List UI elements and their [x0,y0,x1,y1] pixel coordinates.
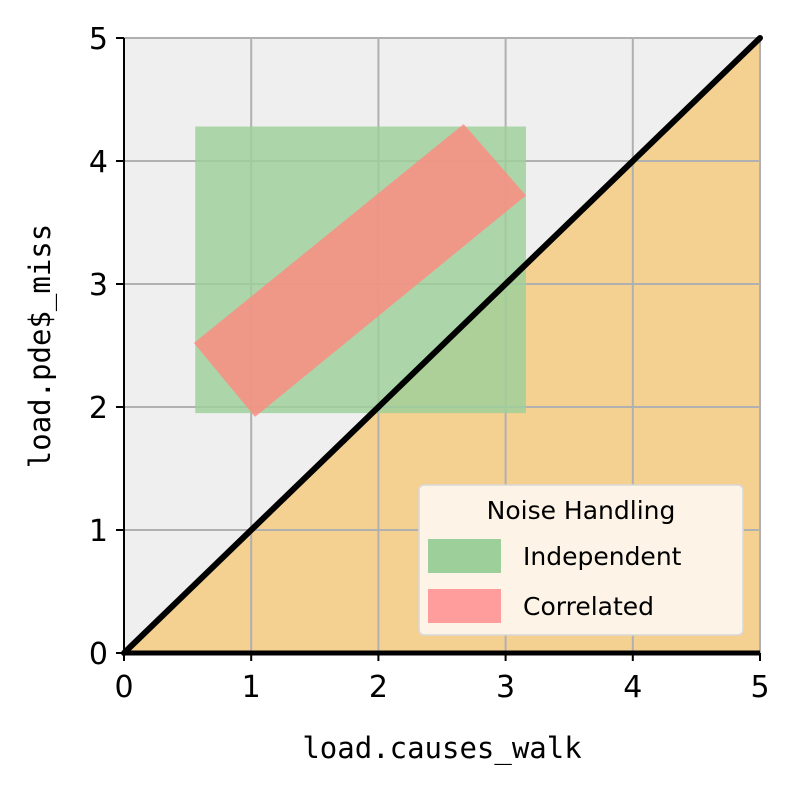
legend-swatch-independent [428,539,501,573]
x-tick-label: 1 [242,670,261,705]
region-correlated [193,124,526,417]
y-tick-label: 5 [89,22,108,57]
x-tick-label: 3 [496,670,515,705]
x-tick-label: 2 [369,670,388,705]
legend-label-independent: Independent [523,542,682,571]
noise-regions [193,124,526,417]
x-axis-label: load.causes_walk [302,731,582,766]
y-tick-label: 3 [89,268,108,303]
diagonal-line [121,35,763,656]
x-ticks: 0 1 2 3 4 5 [114,653,770,705]
legend-title: Noise Handling [487,496,676,525]
y-tick-label: 1 [89,514,108,549]
x-tick-label: 5 [750,670,769,705]
legend-label-correlated: Correlated [523,592,654,621]
x-tick-label: 0 [114,670,133,705]
legend-swatch-correlated [428,589,501,623]
x-tick-label: 4 [623,670,642,705]
y-tick-label: 4 [89,145,108,180]
y-axis-label: load.pde$_miss [23,224,58,468]
legend: Noise Handling Independent Correlated [418,484,744,636]
y-tick-label: 2 [89,391,108,426]
y-ticks: 0 1 2 3 4 5 [89,22,124,672]
y-tick-label: 0 [89,637,108,672]
